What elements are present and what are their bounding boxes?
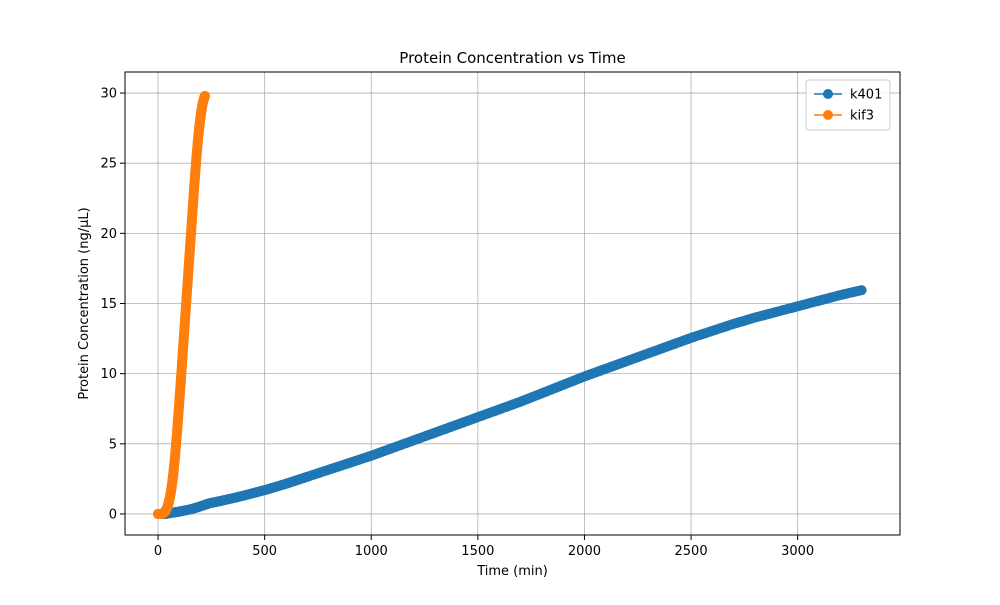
y-tick-label: 30: [100, 87, 117, 102]
data-point: [856, 285, 867, 296]
x-tick-label: 0: [154, 544, 162, 559]
data-point: [199, 90, 210, 101]
legend-item-k401: k401: [814, 88, 882, 103]
x-tick-label: 3000: [781, 544, 814, 559]
y-tick-label: 5: [109, 437, 117, 452]
y-tick-label: 0: [109, 507, 117, 522]
grid: [125, 72, 900, 535]
y-tick-label: 25: [100, 157, 117, 172]
series-kif3: [153, 90, 210, 519]
x-tick-label: 1500: [461, 544, 494, 559]
axis-ticks: 0 500 1000 1500 2000 2500 3000 0 5 10 15 20 25 30: [100, 87, 814, 559]
legend-marker: [823, 89, 833, 99]
x-tick-label: 2500: [675, 544, 708, 559]
legend-marker: [823, 110, 833, 120]
x-tick-label: 500: [252, 544, 277, 559]
y-tick-label: 20: [100, 227, 117, 242]
legend-label: kif3: [850, 109, 874, 124]
chart-title: Protein Concentration vs Time: [399, 49, 625, 67]
legend-item-kif3: kif3: [814, 109, 874, 124]
legend: k401 kif3: [805, 79, 891, 131]
legend-label: k401: [850, 88, 882, 103]
x-tick-label: 2000: [568, 544, 601, 559]
y-tick-label: 15: [100, 297, 117, 312]
series-layer: [153, 90, 867, 519]
x-axis-label: Time (min): [476, 564, 548, 579]
y-tick-label: 10: [100, 367, 117, 382]
y-axis-label: Protein Concentration (ng/µL): [77, 207, 92, 399]
x-tick-label: 1000: [355, 544, 388, 559]
